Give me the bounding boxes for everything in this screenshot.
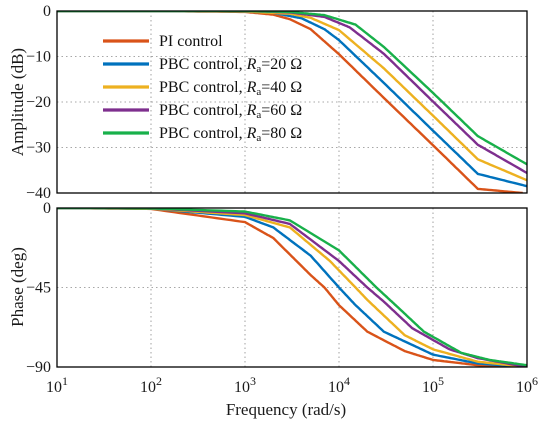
legend: PI control PBC control, Ra=20 Ω PBC contro… xyxy=(103,33,302,144)
x-tick-label: 103 xyxy=(234,374,256,396)
amplitude-series-ra60 xyxy=(57,11,527,175)
phase-y-tick-label: −90 xyxy=(26,359,51,376)
x-axis-tick-labels: 101 102 103 104 105 106 xyxy=(46,374,538,396)
phase-series-ra80 xyxy=(57,208,527,367)
amplitude-y-tick-label: −10 xyxy=(26,49,51,66)
phase-y-axis-label: Phase (deg) xyxy=(8,247,27,327)
phase-y-tick-label: −45 xyxy=(26,280,51,297)
legend-label-ra80: PBC control, Ra=80 Ω xyxy=(159,125,302,144)
amplitude-y-tick-label: −20 xyxy=(26,94,51,111)
x-tick-label: 105 xyxy=(422,374,444,396)
phase-y-tick-label: 0 xyxy=(43,200,51,217)
amplitude-y-axis-label: Amplitude (dB) xyxy=(8,48,27,156)
x-tick-label: 104 xyxy=(328,374,350,396)
x-axis-label: Frequency (rad/s) xyxy=(226,400,346,419)
legend-label-pi: PI control xyxy=(159,33,223,50)
amplitude-series-ra80 xyxy=(57,11,527,166)
legend-label-ra60: PBC control, Ra=60 Ω xyxy=(159,102,302,121)
phase-series-ra40 xyxy=(57,208,527,367)
phase-series-pi xyxy=(57,208,527,367)
amplitude-y-tick-label: −30 xyxy=(26,140,51,157)
amplitude-y-tick-label: 0 xyxy=(43,3,51,20)
amplitude-series-ra20 xyxy=(57,11,527,188)
phase-panel: 0 −45 −90 xyxy=(26,200,528,376)
x-tick-label: 101 xyxy=(46,374,68,396)
x-tick-label: 106 xyxy=(516,374,538,396)
x-tick-label: 102 xyxy=(140,374,162,396)
legend-label-ra40: PBC control, Ra=40 Ω xyxy=(159,79,302,98)
amplitude-y-tick-label: −40 xyxy=(26,185,51,202)
legend-label-ra20: PBC control, Ra=20 Ω xyxy=(159,56,302,75)
phase-axes-frame xyxy=(56,207,528,368)
amplitude-panel: 0 −10 −20 −30 −40 xyxy=(26,3,528,202)
amplitude-axes-frame xyxy=(56,10,528,194)
